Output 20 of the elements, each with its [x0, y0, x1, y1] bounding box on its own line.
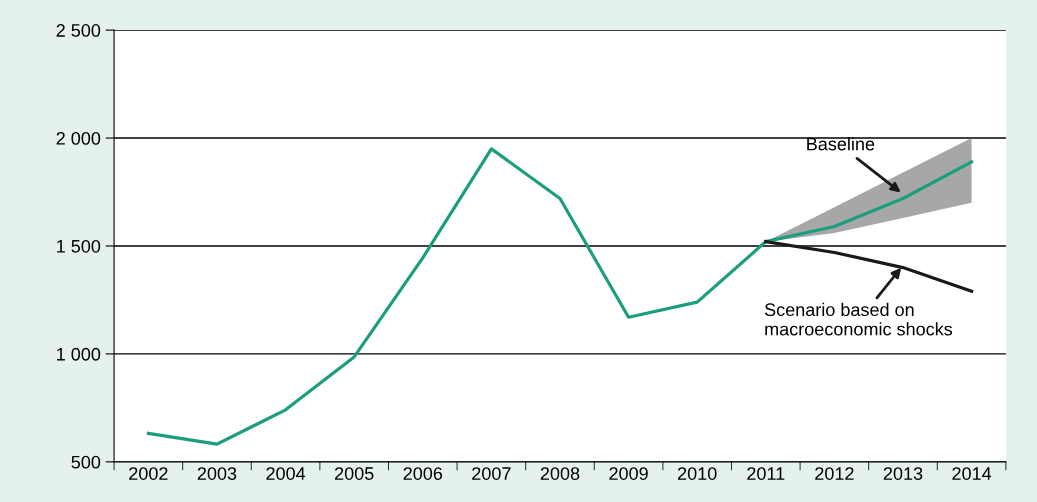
x-tick-label: 2013	[883, 467, 923, 480]
x-tick-label: 2010	[678, 467, 717, 480]
annotation: Scenario based on macroeconomic shocks	[764, 302, 953, 336]
annotation: Baseline	[807, 137, 875, 151]
y-tick-label: 1 000	[57, 347, 101, 361]
x-tick-label: 2011	[747, 467, 785, 480]
x-tick-label: 2009	[609, 467, 648, 480]
x-tick-label: 2008	[540, 467, 580, 480]
y-tick-label: 2 000	[56, 131, 101, 145]
y-tick-label: 1 500	[57, 239, 101, 253]
y-tick-label: 2 500	[56, 24, 101, 37]
x-tick-label: 2003	[197, 467, 237, 480]
x-tick-label: 2005	[335, 467, 374, 480]
y-tick-label: 500	[71, 455, 101, 469]
x-tick-label: 2012	[815, 467, 854, 480]
x-tick-label: 2006	[403, 467, 443, 480]
x-tick-label: 2004	[266, 467, 306, 480]
x-tick-label: 2014	[952, 467, 992, 480]
x-tick-label: 2007	[472, 467, 511, 480]
x-tick-label: 2002	[129, 467, 168, 480]
